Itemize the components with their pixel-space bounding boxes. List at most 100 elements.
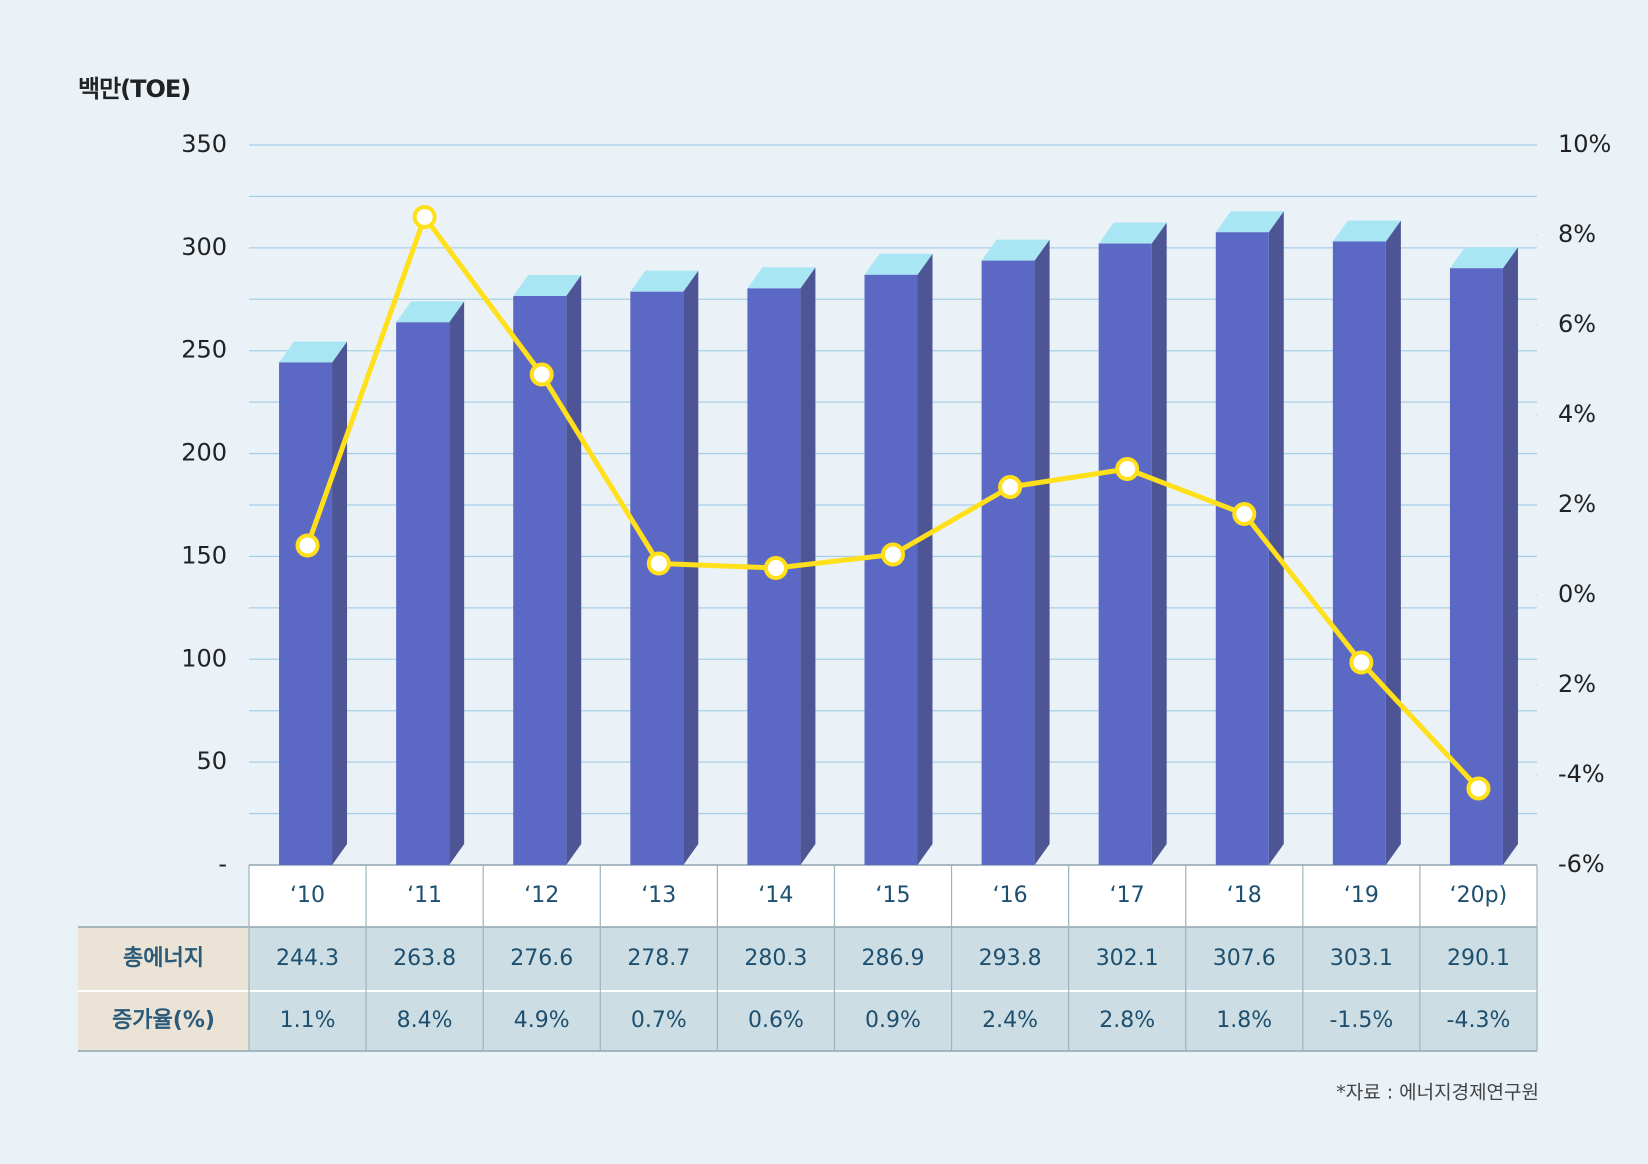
bar-top (396, 301, 465, 323)
bar (1449, 268, 1503, 865)
y-tick-label: 350 (181, 130, 227, 158)
bar-top (513, 274, 582, 296)
table-value: 280.3 (744, 946, 807, 971)
bar-side (917, 253, 933, 865)
y2-tick-label: 4% (1558, 400, 1596, 428)
table-value: 4.9% (514, 1008, 570, 1033)
bar-top (1098, 222, 1167, 244)
table-value: 293.8 (979, 946, 1042, 971)
y2-tick-label: 2% (1558, 490, 1596, 518)
y-tick-label: 250 (181, 336, 227, 364)
x-tick-label: ‘20p) (1450, 883, 1508, 908)
table-value: 1.1% (280, 1008, 336, 1033)
table-value: 244.3 (276, 946, 339, 971)
x-tick-label: ‘14 (758, 883, 793, 908)
source-note: *자료 : 에너지경제연구원 (1336, 1082, 1539, 1104)
bars (279, 211, 1518, 866)
growth-marker (529, 362, 554, 387)
bar-side (1268, 211, 1284, 866)
table-value: 2.8% (1099, 1008, 1155, 1033)
bar (1215, 232, 1269, 866)
bar (864, 274, 918, 865)
bar-top (864, 253, 933, 275)
bar-side (566, 274, 582, 866)
y2-tick-label: -4% (1558, 760, 1605, 788)
bar-side (683, 270, 699, 865)
growth-marker (295, 533, 320, 558)
y-tick-label: - (218, 850, 227, 878)
y-tick-label: 50 (196, 747, 227, 775)
bar-top (747, 267, 816, 289)
table-value: -4.3% (1447, 1008, 1511, 1033)
bar-side (332, 341, 348, 865)
x-tick-label: ‘17 (1110, 883, 1145, 908)
growth-marker (1349, 650, 1374, 675)
y2-tick-label: 6% (1558, 310, 1596, 338)
table-value: 290.1 (1447, 946, 1510, 971)
bar-side (1151, 222, 1167, 866)
table-value: 8.4% (397, 1008, 453, 1033)
bar (1332, 241, 1386, 866)
y-tick-label: 150 (181, 541, 227, 569)
bar-top (630, 270, 699, 292)
bar (396, 322, 450, 866)
table-value: 286.9 (862, 946, 925, 971)
table-value: 303.1 (1330, 946, 1393, 971)
bar (513, 295, 567, 866)
growth-marker (998, 475, 1023, 499)
table-value: -1.5% (1329, 1008, 1393, 1033)
x-tick-label: ‘16 (993, 883, 1028, 908)
bar-side (449, 301, 465, 866)
growth-marker (763, 556, 788, 580)
growth-marker (1115, 457, 1140, 481)
table-value: 0.6% (748, 1008, 804, 1033)
bar-top (1215, 211, 1284, 233)
x-tick-label: ‘15 (876, 883, 911, 908)
table-value: 307.6 (1213, 946, 1276, 971)
row-header: 총에너지 (123, 946, 204, 971)
y2-tick-label: -6% (1558, 850, 1605, 878)
bar-side (1385, 220, 1401, 866)
table-value: 0.7% (631, 1008, 687, 1033)
table-value: 263.8 (393, 946, 456, 971)
bar-side (1034, 239, 1050, 865)
x-tick-label: ‘19 (1344, 883, 1379, 908)
category-row (249, 865, 1537, 927)
y-tick-label: 100 (181, 644, 227, 672)
bar (981, 260, 1035, 865)
y2-tick-label: 2% (1558, 670, 1596, 698)
growth-marker (881, 542, 905, 567)
table-body (249, 927, 1537, 1051)
table-value: 2.4% (982, 1008, 1038, 1033)
x-tick-label: ‘13 (641, 883, 676, 908)
growth-marker (1232, 502, 1257, 526)
bar-top (1449, 247, 1518, 269)
growth-marker (1466, 776, 1491, 801)
y-tick-label: 200 (181, 439, 227, 467)
growth-marker (412, 205, 437, 229)
bar-side (1502, 247, 1518, 866)
x-tick-label: ‘18 (1227, 883, 1262, 908)
table-value: 276.6 (510, 946, 573, 971)
y2-tick-label: 0% (1558, 580, 1596, 608)
row-header-bg (78, 927, 249, 1051)
bar (1098, 243, 1152, 866)
x-tick-label: ‘11 (407, 883, 442, 908)
growth-marker (646, 551, 671, 576)
y-tick-label: 300 (181, 233, 227, 261)
bar (279, 362, 333, 865)
table-value: 1.8% (1216, 1008, 1272, 1033)
x-tick-label: ‘10 (290, 883, 325, 908)
bar-top (279, 341, 348, 363)
table-value: 278.7 (627, 946, 690, 971)
row-header: 증가율(%) (112, 1008, 215, 1033)
y2-tick-label: 8% (1558, 220, 1596, 248)
table-value: 302.1 (1096, 946, 1159, 971)
y2-tick-label: 10% (1558, 130, 1611, 158)
x-tick-label: ‘12 (524, 883, 559, 908)
y-axis-label: 백만(TOE) (78, 75, 190, 103)
bar-top (1332, 220, 1401, 242)
table-value: 0.9% (865, 1008, 921, 1033)
bar-top (981, 239, 1050, 261)
